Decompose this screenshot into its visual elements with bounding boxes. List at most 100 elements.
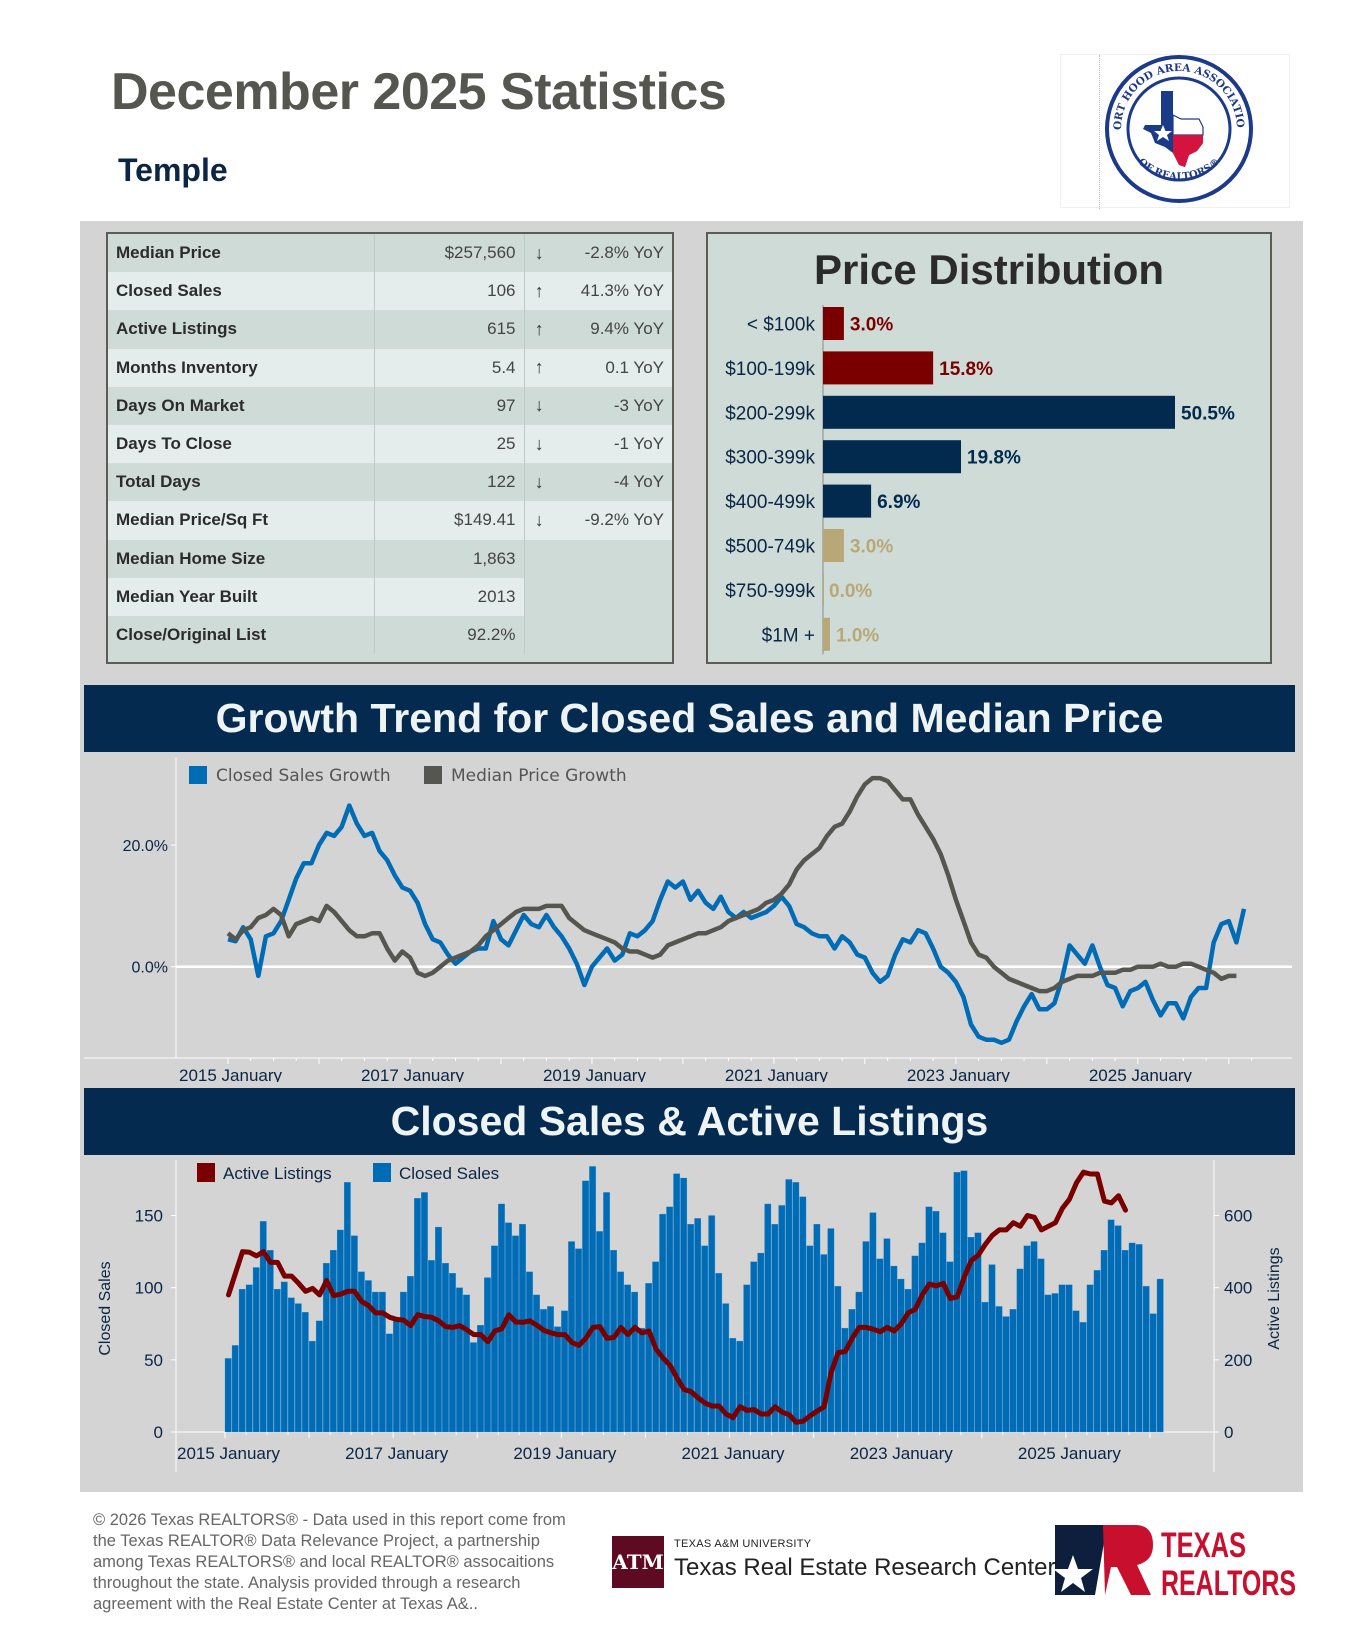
stat-label: Total Days [108,463,375,502]
stat-value: 2013 [374,577,525,616]
dist-value-label: 0.0% [829,581,872,602]
closed-sales-bar [1135,1244,1143,1433]
closed-sales-bar [1058,1284,1066,1433]
sales-x-tick-label: 2021 January [682,1444,786,1463]
closed-sales-bar [1114,1225,1122,1433]
dist-category-label: $750-999k [725,581,815,602]
tr-logo-line1: TEXAS [1161,1526,1246,1565]
closed-sales-bar [848,1309,856,1433]
fort-hood-seal-icon: FORT HOOD AREA ASSOCIATION OF REALTORS® [1099,55,1253,203]
growth-plot-bg [176,757,1287,1058]
stat-row: Closed Sales 106 ↑ 41.3% YoY [108,272,672,311]
closed-sales-bar [1009,1309,1017,1433]
closed-sales-bar [666,1206,674,1433]
growth-trend-area: 0.0% 20.0% 2015 January 2017 January 2019 Ja… [84,752,1295,1085]
stat-yoy: -9.2% YoY [554,501,672,540]
dist-category-label: $400-499k [725,492,815,513]
closed-sales-bar [1156,1278,1164,1433]
closed-sales-bar [456,1287,463,1433]
closed-sales-bar [617,1271,624,1433]
closed-sales-bar [680,1177,688,1433]
closed-sales-bar [806,1245,814,1433]
arrow-up-icon: ↑ [524,310,554,349]
closed-sales-bar [308,1340,316,1433]
closed-sales-bar [421,1192,428,1433]
closed-sales-bar [428,1260,435,1433]
dist-value-label: 1.0% [836,625,879,646]
stat-row: Days On Market 97 ↓ -3 YoY [108,386,672,425]
closed-sales-bar [372,1291,379,1433]
closed-sales-bar [883,1238,891,1433]
closed-sales-bar [939,1232,947,1433]
closed-sales-bar [407,1275,414,1433]
sales-legend-label: Closed Sales [399,1164,499,1183]
closed-sales-bar [589,1166,596,1433]
stat-value: 615 [374,310,525,349]
sales-listings-banner: Closed Sales & Active Listings [84,1088,1295,1155]
sales-x-tick-label: 2025 January [1018,1444,1122,1463]
stat-yoy: -2.8% YoY [554,234,672,273]
closed-sales-bar [869,1212,877,1433]
sales-left-tick-label: 0 [154,1423,163,1442]
closed-sales-bar [322,1262,330,1433]
closed-sales-bar [862,1241,870,1433]
closed-sales-bar [526,1271,533,1433]
closed-sales-bar [294,1303,302,1433]
closed-sales-bar [400,1291,407,1433]
stat-label: Median Home Size [108,539,375,578]
closed-sales-bar [694,1218,702,1433]
growth-legend-label: Closed Sales Growth [216,766,391,786]
sales-x-tick-label: 2023 January [850,1444,954,1463]
texas-realtors-logo: TEXAS REALTORS [1055,1525,1296,1600]
closed-sales-bar [547,1306,554,1433]
stat-yoy: -1 YoY [554,424,672,464]
closed-sales-bar [484,1277,491,1433]
closed-sales-bar [946,1261,954,1433]
sales-listings-area: 0 50 100 150 0 200 400 600 Closed Sales Active Li… [84,1155,1295,1492]
closed-sales-bar [1044,1294,1052,1433]
growth-x-tick-label: 2025 January [1089,1066,1193,1082]
closed-sales-bar [386,1333,393,1433]
closed-sales-bar [1065,1284,1073,1433]
logo-divider [1099,55,1100,209]
closed-sales-bar [1121,1250,1129,1433]
closed-sales-bar [778,1205,786,1433]
stat-row: Active Listings 615 ↑ 9.4% YoY [108,310,672,349]
stat-value: 106 [374,272,525,311]
closed-sales-bar [1030,1241,1038,1433]
stat-row: Median Home Size 1,863 [108,539,672,578]
stat-label: Close/Original List [108,615,375,655]
closed-sales-bar [393,1320,400,1433]
sales-x-tick-label: 2017 January [345,1444,449,1463]
closed-sales-bar [1128,1242,1136,1433]
closed-sales-bar [1072,1310,1080,1433]
price-distribution-chart: < $100k 3.0% $100-199k 15.8% $200-299k 50.5% $… [725,305,1235,655]
stat-yoy: -3 YoY [554,386,672,425]
closed-sales-bar [357,1271,365,1433]
dist-category-label: $500-749k [725,537,815,558]
stat-yoy: 41.3% YoY [554,272,672,311]
arrow-down-icon: ↓ [524,501,554,540]
arrow-down-icon: ↓ [524,463,554,502]
growth-legend-swatch [189,766,207,784]
sales-left-tick-label: 50 [144,1351,163,1370]
closed-sales-bar [238,1288,246,1433]
closed-sales-bar [785,1179,793,1433]
closed-sales-bar [750,1261,758,1433]
closed-sales-bar [252,1267,260,1433]
closed-sales-bar [315,1320,323,1433]
closed-sales-bar [974,1232,982,1433]
sales-right-axis-title: Active Listings [1266,1247,1283,1349]
closed-sales-bar [813,1224,821,1433]
closed-sales-bar [259,1221,267,1433]
closed-sales-bar [932,1211,940,1433]
growth-x-tick-label: 2017 January [361,1066,465,1082]
dist-category-label: < $100k [747,315,816,336]
closed-sales-bar [827,1228,835,1433]
closed-sales-bar [659,1213,667,1433]
growth-x-tick-label: 2015 January [179,1066,283,1082]
growth-y-tick-label: 20.0% [123,838,168,855]
price-distribution-card: Price Distribution < $100k 3.0% $100-199k 1… [706,232,1272,664]
stat-value: 122 [374,463,525,502]
closed-sales-bar [498,1203,505,1433]
